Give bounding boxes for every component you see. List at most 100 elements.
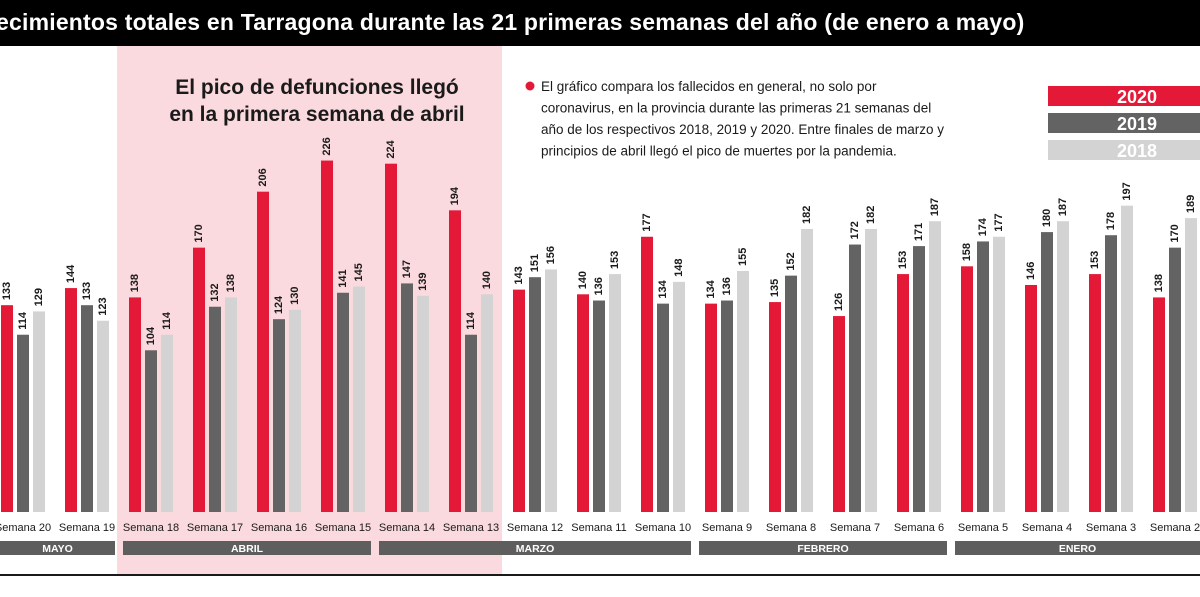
data-label: 136 xyxy=(593,277,605,295)
bar-2020-semana-11 xyxy=(577,294,589,512)
data-label: 138 xyxy=(225,274,237,292)
bar-2019-semana-2 xyxy=(1169,247,1181,512)
week-tick-label: Semana 4 xyxy=(1022,522,1072,534)
bar-2018-semana-6 xyxy=(929,221,941,512)
month-band-febrero xyxy=(699,541,947,555)
week-tick-label: Semana 16 xyxy=(251,522,307,534)
data-label: 226 xyxy=(321,137,333,155)
bar-2020-semana-7 xyxy=(833,316,845,512)
data-label: 170 xyxy=(193,224,205,242)
bar-2018-semana-14 xyxy=(417,295,429,512)
bar-2020-semana-17 xyxy=(193,247,205,512)
data-label: 224 xyxy=(385,139,397,158)
bar-2020-semana-16 xyxy=(257,191,269,513)
data-label: 182 xyxy=(801,206,813,224)
legend-swatch-2018 xyxy=(1048,140,1200,160)
week-tick-label: Semana 11 xyxy=(571,522,626,534)
data-label: 158 xyxy=(961,243,973,261)
bar-2019-semana-12 xyxy=(529,277,541,512)
data-label: 180 xyxy=(1041,209,1053,227)
bar-2020-semana-15 xyxy=(321,160,333,512)
bar-2019-semana-11 xyxy=(593,300,605,512)
bar-2019-semana-8 xyxy=(785,275,797,512)
bar-2019-semana-16 xyxy=(273,319,285,512)
week-tick-label: Semana 8 xyxy=(766,522,816,534)
week-tick-label: Semana 18 xyxy=(123,522,179,534)
data-label: 206 xyxy=(257,168,269,186)
data-label: 123 xyxy=(97,297,109,315)
week-tick-label: Semana 10 xyxy=(635,522,691,534)
data-label: 153 xyxy=(897,251,909,269)
data-label: 136 xyxy=(721,277,733,295)
month-band-mayo xyxy=(0,541,115,555)
data-label: 151 xyxy=(529,254,541,272)
data-label: 126 xyxy=(833,293,845,311)
data-label: 189 xyxy=(1185,195,1197,213)
month-label: ABRIL xyxy=(231,543,264,555)
week-tick-label: Semana 3 xyxy=(1086,522,1136,534)
bar-2020-semana-10 xyxy=(641,236,653,512)
data-label: 177 xyxy=(993,213,1005,231)
data-label: 187 xyxy=(929,198,941,216)
week-tick-label: Semana 14 xyxy=(379,522,435,534)
bar-2020-semana-18 xyxy=(129,297,141,512)
bar-2020-semana-8 xyxy=(769,302,781,512)
data-label: 147 xyxy=(401,260,413,278)
data-label: 124 xyxy=(273,295,285,314)
data-label: 129 xyxy=(33,288,45,306)
data-label: 139 xyxy=(417,272,429,290)
month-band-enero xyxy=(955,541,1200,555)
bar-2020-semana-5 xyxy=(961,266,973,512)
legend-swatch-2020 xyxy=(1048,86,1200,106)
week-tick-label: Semana 17 xyxy=(187,522,243,534)
bar-2019-semana-13 xyxy=(465,334,477,512)
note-text-line: año de los respectivos 2018, 2019 y 2020… xyxy=(541,122,944,137)
data-label: 114 xyxy=(465,311,477,330)
legend-label-2020: 2020 xyxy=(1117,87,1157,107)
bar-2019-semana-18 xyxy=(145,350,157,512)
bar-2019-semana-7 xyxy=(849,244,861,513)
legend-label-2018: 2018 xyxy=(1117,141,1157,161)
data-label: 132 xyxy=(209,283,221,301)
bar-2020-semana-3 xyxy=(1089,274,1101,512)
note-bullet-icon xyxy=(525,81,535,91)
data-label: 138 xyxy=(129,274,141,292)
data-label: 144 xyxy=(65,264,77,283)
bar-2020-semana-13 xyxy=(449,210,461,512)
data-label: 178 xyxy=(1105,212,1117,230)
bar-2020-semana-6 xyxy=(897,274,909,512)
bar-2019-semana-4 xyxy=(1041,232,1053,512)
month-band-marzo xyxy=(379,541,691,555)
bar-2019-semana-5 xyxy=(977,241,989,512)
legend-label-2019: 2019 xyxy=(1117,114,1157,134)
bar-2020-semana-12 xyxy=(513,289,525,512)
data-label: 104 xyxy=(145,326,157,345)
week-tick-label: Semana 2 xyxy=(1150,522,1200,534)
month-label: FEBRERO xyxy=(797,543,848,555)
bar-2019-semana-20 xyxy=(17,334,29,512)
week-tick-label: Semana 20 xyxy=(0,522,51,534)
bar-2018-semana-16 xyxy=(289,309,301,512)
bar-2018-semana-12 xyxy=(545,269,557,512)
data-label: 141 xyxy=(337,269,349,287)
bar-2019-semana-17 xyxy=(209,306,221,512)
data-label: 155 xyxy=(737,248,749,266)
data-label: 133 xyxy=(1,282,13,300)
month-band-abril xyxy=(123,541,371,555)
data-label: 152 xyxy=(785,252,797,270)
bar-2018-semana-3 xyxy=(1121,205,1133,513)
data-label: 153 xyxy=(1089,251,1101,269)
bottom-rule xyxy=(0,574,1200,576)
bar-2020-semana-2 xyxy=(1153,297,1165,512)
data-label: 172 xyxy=(849,221,861,239)
bar-2020-semana-14 xyxy=(385,163,397,512)
data-label: 140 xyxy=(577,271,589,289)
data-label: 138 xyxy=(1153,274,1165,292)
week-tick-label: Semana 15 xyxy=(315,522,371,534)
week-tick-label: Semana 6 xyxy=(894,522,944,534)
data-label: 187 xyxy=(1057,198,1069,216)
bar-2020-semana-4 xyxy=(1025,284,1037,512)
data-label: 133 xyxy=(81,282,93,300)
bar-2020-semana-20 xyxy=(1,305,13,512)
